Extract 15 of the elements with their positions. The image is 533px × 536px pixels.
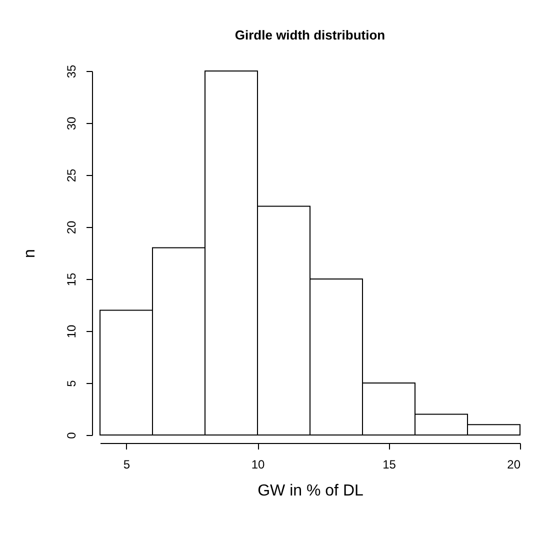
y-tick-label: 5 [64,380,78,387]
x-tick-label: 5 [123,458,130,472]
y-tick-label: 15 [64,272,78,286]
x-axis-title: GW in % of DL [258,482,364,500]
chart-title: Girdle width distribution [234,27,386,42]
x-tick-label: 10 [251,458,265,472]
y-tick-label: 35 [64,64,78,78]
y-tick-label: 20 [64,220,78,234]
y-tick-label: 10 [64,324,78,338]
y-tick-label: 30 [64,116,78,130]
x-tick-label: 20 [507,458,521,472]
y-axis-title: n [22,249,38,258]
y-tick-label: 0 [64,432,78,439]
y-tick-label: 25 [64,168,78,182]
x-tick-label: 15 [382,458,396,472]
